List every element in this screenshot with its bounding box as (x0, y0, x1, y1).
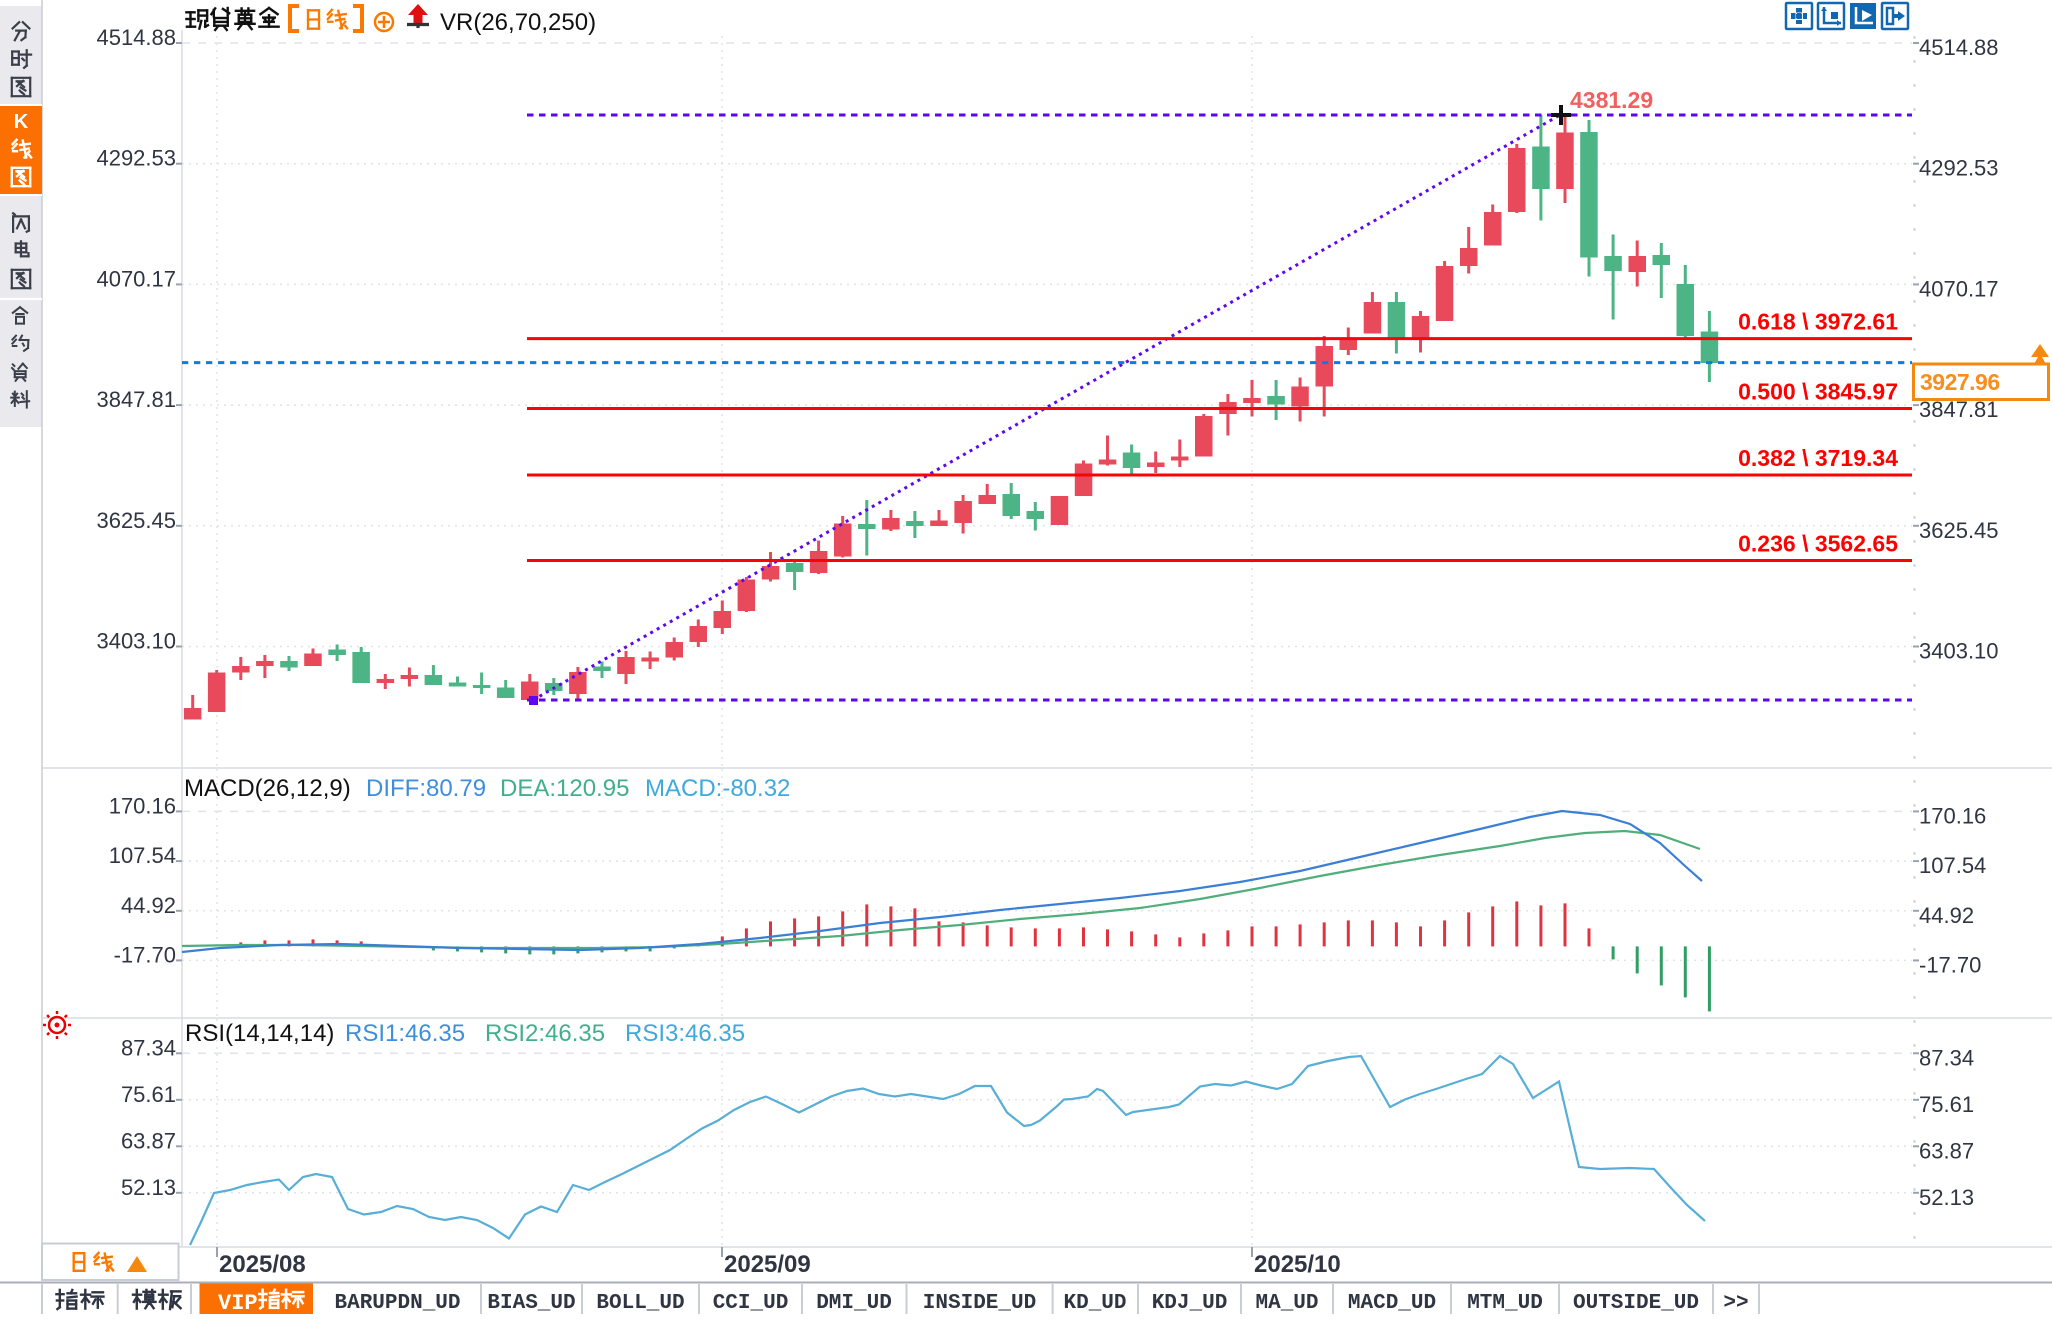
svg-text:52.13: 52.13 (121, 1175, 176, 1200)
svg-text:VR(26,70,250): VR(26,70,250) (440, 9, 596, 36)
svg-text:DMI_UD: DMI_UD (816, 1292, 892, 1314)
svg-text:BOLL_UD: BOLL_UD (596, 1292, 684, 1314)
svg-text:4514.88: 4514.88 (1919, 35, 1999, 60)
svg-text:0.236 \ 3562.65: 0.236 \ 3562.65 (1738, 531, 1898, 557)
svg-text:4514.88: 4514.88 (96, 25, 176, 50)
svg-text:75.61: 75.61 (121, 1082, 176, 1107)
svg-text:KD_UD: KD_UD (1063, 1292, 1126, 1314)
svg-text:MACD(26,12,9): MACD(26,12,9) (184, 775, 351, 802)
svg-text:>>: >> (1723, 1292, 1748, 1314)
svg-text:170.16: 170.16 (109, 793, 176, 818)
svg-text:3625.45: 3625.45 (1919, 518, 1999, 543)
svg-text:2025/10: 2025/10 (1254, 1251, 1341, 1278)
svg-text:3847.81: 3847.81 (96, 387, 176, 412)
svg-text:44.92: 44.92 (121, 893, 176, 918)
svg-text:CCI_UD: CCI_UD (713, 1292, 789, 1314)
svg-text:3927.96: 3927.96 (1920, 369, 2000, 395)
svg-text:K: K (14, 111, 29, 133)
svg-text:3847.81: 3847.81 (1919, 397, 1999, 422)
svg-text:RSI2:46.35: RSI2:46.35 (485, 1020, 605, 1047)
svg-text:RSI1:46.35: RSI1:46.35 (345, 1020, 465, 1047)
svg-text:RSI3:46.35: RSI3:46.35 (625, 1020, 745, 1047)
svg-text:4381.29: 4381.29 (1570, 87, 1653, 113)
svg-text:DIFF:80.79: DIFF:80.79 (366, 775, 486, 802)
svg-text:3403.10: 3403.10 (1919, 639, 1999, 664)
svg-text:87.34: 87.34 (121, 1035, 176, 1060)
svg-text:RSI(14,14,14): RSI(14,14,14) (185, 1020, 334, 1047)
svg-text:107.54: 107.54 (1919, 853, 1986, 878)
svg-text:INSIDE_UD: INSIDE_UD (923, 1292, 1036, 1314)
svg-text:OUTSIDE_UD: OUTSIDE_UD (1573, 1292, 1699, 1314)
svg-text:MA_UD: MA_UD (1255, 1292, 1318, 1314)
svg-text:4070.17: 4070.17 (96, 266, 176, 291)
svg-text:KDJ_UD: KDJ_UD (1152, 1292, 1228, 1314)
svg-text:3403.10: 3403.10 (96, 629, 176, 654)
svg-text:-17.70: -17.70 (114, 942, 176, 967)
svg-text:170.16: 170.16 (1919, 803, 1986, 828)
svg-text:MACD_UD: MACD_UD (1348, 1292, 1436, 1314)
svg-text:MTM_UD: MTM_UD (1467, 1292, 1543, 1314)
svg-text:BARUPDN_UD: BARUPDN_UD (334, 1292, 460, 1314)
svg-text:BIAS_UD: BIAS_UD (487, 1292, 575, 1314)
svg-text:MACD:-80.32: MACD:-80.32 (645, 775, 790, 802)
svg-text:44.92: 44.92 (1919, 903, 1974, 928)
svg-text:2025/09: 2025/09 (724, 1251, 811, 1278)
svg-text:75.61: 75.61 (1919, 1092, 1974, 1117)
svg-text:107.54: 107.54 (109, 843, 176, 868)
svg-text:2025/08: 2025/08 (219, 1251, 306, 1278)
svg-text:-17.70: -17.70 (1919, 952, 1981, 977)
svg-text:87.34: 87.34 (1919, 1045, 1974, 1070)
svg-text:4292.53: 4292.53 (96, 146, 176, 171)
svg-text:DEA:120.95: DEA:120.95 (500, 775, 629, 802)
svg-text:63.87: 63.87 (1919, 1138, 1974, 1163)
svg-text:VIP: VIP (218, 1291, 258, 1314)
svg-text:4070.17: 4070.17 (1919, 276, 1999, 301)
svg-text:52.13: 52.13 (1919, 1185, 1974, 1210)
svg-text:0.382 \ 3719.34: 0.382 \ 3719.34 (1738, 445, 1898, 471)
svg-text:4292.53: 4292.53 (1919, 156, 1999, 181)
svg-text:3625.45: 3625.45 (96, 508, 176, 533)
svg-text:0.618 \ 3972.61: 0.618 \ 3972.61 (1738, 309, 1898, 335)
svg-text:0.500 \ 3845.97: 0.500 \ 3845.97 (1738, 379, 1898, 405)
svg-text:63.87: 63.87 (121, 1128, 176, 1153)
